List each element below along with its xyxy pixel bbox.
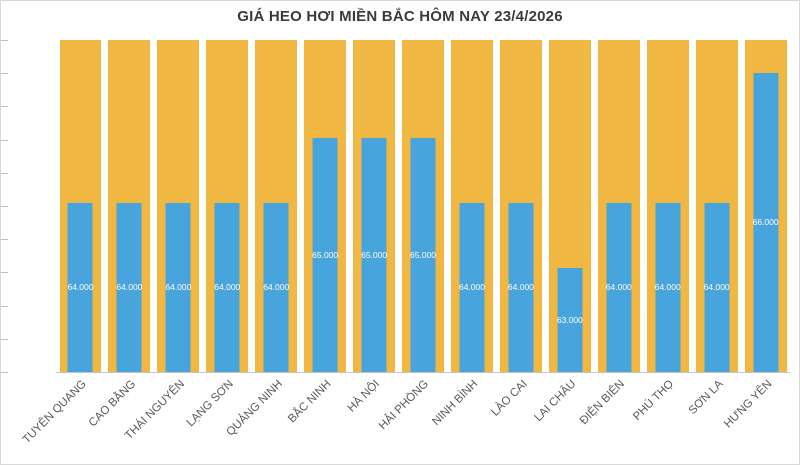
category-column: 64.000	[255, 40, 298, 372]
value-bar: 64.000	[605, 202, 632, 372]
bar-value-label: 64.000	[116, 282, 143, 293]
x-axis-labels: TUYÊN QUANG CAO BẰNG THÁI NGUYÊN LẠNG SƠN QU…	[21, 373, 790, 464]
value-bar: 64.000	[214, 202, 241, 372]
category-column: 64.000	[59, 40, 102, 372]
y-axis-tick	[1, 372, 8, 373]
y-axis-tick	[1, 40, 8, 41]
x-axis-label: HÀ NỘI	[346, 378, 383, 415]
x-axis-label-slot: NINH BÌNH	[430, 373, 497, 464]
category-column: 65.000	[353, 40, 396, 372]
category-column: 64.000	[108, 40, 151, 372]
y-axis-tick	[1, 139, 8, 141]
value-bar: 64.000	[116, 202, 143, 372]
bar-value-label: 64.000	[67, 282, 94, 293]
bar-value-label: 64.000	[214, 282, 241, 293]
value-bar: 65.000	[410, 137, 437, 372]
value-bar: 65.000	[312, 137, 339, 372]
x-axis-line	[56, 372, 790, 373]
x-axis-label-slot: PHÚ THỌ	[631, 373, 692, 464]
bar-value-label: 64.000	[263, 282, 290, 293]
y-axis-tick	[1, 338, 8, 340]
category-column: 64.000	[157, 40, 200, 372]
y-axis-tick	[1, 172, 8, 174]
value-bar: 65.000	[361, 137, 388, 372]
x-axis-label: SƠN LA	[686, 378, 726, 417]
bar-value-label: 64.000	[458, 282, 485, 293]
value-bar: 64.000	[507, 202, 534, 372]
bar-value-label: 64.000	[605, 282, 632, 293]
category-column: 65.000	[304, 40, 347, 372]
category-column: 64.000	[499, 40, 542, 372]
value-bar: 64.000	[67, 202, 94, 372]
category-column: 63.000	[548, 40, 591, 372]
bar-value-label: 65.000	[312, 249, 339, 260]
bar-value-label: 66.000	[752, 217, 779, 228]
value-bar: 64.000	[703, 202, 730, 372]
bar-value-label: 64.000	[165, 282, 192, 293]
plot-area: 64.000 64.000 64.000 64.000 64.000 65.000 65.0…	[56, 40, 790, 372]
y-axis-tick	[1, 73, 8, 75]
y-axis-tick	[1, 239, 8, 241]
bar-value-label: 65.000	[361, 249, 388, 260]
chart-title: GIÁ HEO HƠI MIỀN BẮC HÔM NAY 23/4/2026	[237, 8, 563, 25]
y-axis-tick	[1, 106, 8, 108]
value-bar: 64.000	[654, 202, 681, 372]
category-column: 64.000	[646, 40, 689, 372]
category-column: 64.000	[597, 40, 640, 372]
value-bar: 64.000	[165, 202, 192, 372]
bar-value-label: 64.000	[507, 282, 534, 293]
y-axis-tick	[1, 272, 8, 274]
x-axis-label-slot: BẮC NINH	[286, 373, 350, 464]
value-bar: 64.000	[263, 202, 290, 372]
value-bar: 66.000	[752, 72, 779, 372]
category-column: 66.000	[744, 40, 787, 372]
x-axis-label-slot: HƯNG YÊN	[722, 373, 790, 464]
bar-value-label: 65.000	[410, 249, 437, 260]
category-column: 64.000	[451, 40, 493, 372]
bar-value-label: 64.000	[703, 282, 730, 293]
bar-value-label: 64.000	[654, 282, 681, 293]
x-axis-label: TUYÊN QUANG	[20, 378, 89, 447]
category-column: 64.000	[206, 40, 249, 372]
category-column: 65.000	[402, 40, 444, 372]
bar-value-label: 63.000	[556, 314, 583, 325]
category-column: 64.000	[695, 40, 738, 372]
y-axis-tick	[1, 206, 8, 207]
y-axis-tick	[1, 305, 8, 307]
value-bar: 63.000	[556, 267, 583, 372]
value-bar: 64.000	[458, 202, 485, 372]
